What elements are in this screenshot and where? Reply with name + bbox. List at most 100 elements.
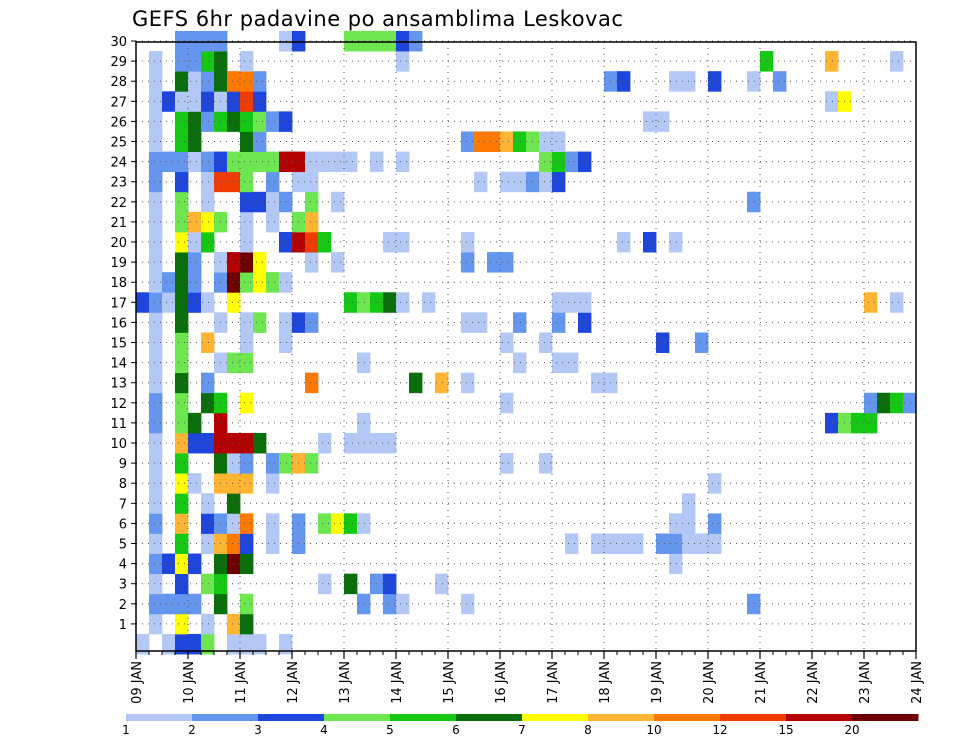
heatmap-cell — [383, 292, 397, 313]
heatmap-cell — [227, 272, 241, 293]
heatmap-cell — [708, 71, 722, 92]
heatmap-cell — [227, 352, 241, 374]
heatmap-cell — [357, 292, 371, 313]
heatmap-cell — [383, 30, 397, 52]
heatmap-cell — [240, 453, 254, 474]
x-tick-label: 24 JAN — [910, 661, 925, 704]
heatmap-cell — [643, 111, 657, 132]
heatmap-cell — [357, 513, 371, 534]
heatmap-cell — [656, 332, 670, 353]
heatmap-cell — [890, 51, 904, 72]
legend-swatch — [654, 714, 721, 721]
heatmap-cell — [201, 332, 215, 353]
heatmap-cell — [149, 372, 163, 394]
heatmap-cell — [227, 613, 241, 635]
heatmap-cell — [240, 312, 254, 333]
heatmap-cell — [175, 352, 189, 374]
heatmap-cell — [162, 593, 176, 615]
heatmap-cell — [240, 332, 254, 353]
heatmap-cell — [344, 513, 358, 534]
heatmap-cell — [500, 392, 514, 414]
heatmap-cell — [175, 573, 189, 595]
heatmap-cell — [149, 352, 163, 374]
legend-swatch — [192, 714, 259, 721]
heatmap-cell — [435, 573, 449, 595]
heatmap-cell — [149, 332, 163, 353]
legend-label: 4 — [320, 723, 328, 737]
legend-label: 8 — [584, 723, 592, 737]
heatmap-cell — [201, 633, 215, 655]
heatmap-cell — [240, 231, 254, 253]
x-tick-label: 23 JAN — [858, 661, 873, 704]
heatmap-cell — [396, 30, 410, 52]
heatmap-cell — [201, 231, 215, 253]
heatmap-cell — [409, 372, 423, 394]
y-tick-label: 26 — [110, 115, 127, 130]
heatmap-cell — [188, 131, 202, 152]
heatmap-cell — [591, 372, 605, 394]
heatmap-cell — [266, 111, 280, 132]
heatmap-cell — [201, 613, 215, 635]
legend-label: 3 — [254, 723, 262, 737]
heatmap-cell — [253, 191, 267, 213]
heatmap-cell — [188, 91, 202, 112]
heatmap-cell — [708, 473, 722, 494]
heatmap-cell — [149, 392, 163, 414]
heatmap-cell — [227, 493, 241, 514]
y-tick-label: 20 — [110, 236, 127, 251]
heatmap-cell — [175, 292, 189, 313]
heatmap-cell — [396, 292, 410, 313]
y-tick-label: 8 — [119, 477, 127, 492]
heatmap-cell — [487, 131, 501, 152]
heatmap-cell — [266, 533, 280, 554]
heatmap-cell — [175, 453, 189, 474]
x-tick-label: 13 JAN — [338, 661, 353, 704]
y-tick-label: 15 — [110, 337, 127, 352]
y-tick-label: 25 — [110, 136, 127, 151]
y-tick-label: 27 — [110, 95, 127, 110]
heatmap-cell — [552, 292, 566, 313]
heatmap-cell — [227, 292, 241, 313]
heatmap-cell — [344, 151, 358, 173]
heatmap-cell — [695, 533, 709, 554]
heatmap-cell — [240, 211, 254, 233]
heatmap-cell — [279, 312, 293, 333]
heatmap-cell — [175, 372, 189, 394]
heatmap-cell — [175, 71, 189, 92]
heatmap-cell — [669, 553, 683, 575]
heatmap-cell — [149, 231, 163, 253]
legend-swatch — [720, 714, 787, 721]
heatmap-cell — [227, 473, 241, 494]
y-tick-label: 2 — [119, 598, 127, 613]
heatmap-cell — [201, 51, 215, 72]
heatmap-cell — [188, 473, 202, 494]
heatmap-cell — [305, 372, 319, 394]
heatmap-cell — [201, 533, 215, 554]
heatmap-cell — [149, 171, 163, 193]
y-tick-label: 22 — [110, 196, 127, 211]
heatmap-cell — [500, 171, 514, 193]
heatmap-cell — [227, 453, 241, 474]
heatmap-cell — [240, 71, 254, 92]
heatmap-cell — [227, 513, 241, 534]
heatmap-cell — [175, 593, 189, 615]
heatmap-cell — [175, 553, 189, 575]
y-tick-label: 14 — [110, 357, 127, 372]
y-tick-label: 12 — [110, 397, 127, 412]
heatmap-cell — [864, 292, 878, 313]
heatmap-cell — [305, 151, 319, 173]
heatmap-cell — [149, 493, 163, 514]
heatmap-cell — [539, 453, 553, 474]
heatmap-cell — [461, 593, 475, 615]
heatmap-cell — [266, 151, 280, 173]
heatmap-cell — [136, 633, 150, 655]
y-tick-label: 30 — [110, 35, 127, 50]
heatmap-cell — [240, 392, 254, 414]
y-tick-label: 28 — [110, 75, 127, 90]
legend-label: 10 — [646, 723, 661, 737]
heatmap-cell — [227, 432, 241, 454]
heatmap-cell — [565, 292, 579, 313]
heatmap-cell — [266, 473, 280, 494]
heatmap-cell — [201, 573, 215, 595]
heatmap-cell — [175, 252, 189, 273]
